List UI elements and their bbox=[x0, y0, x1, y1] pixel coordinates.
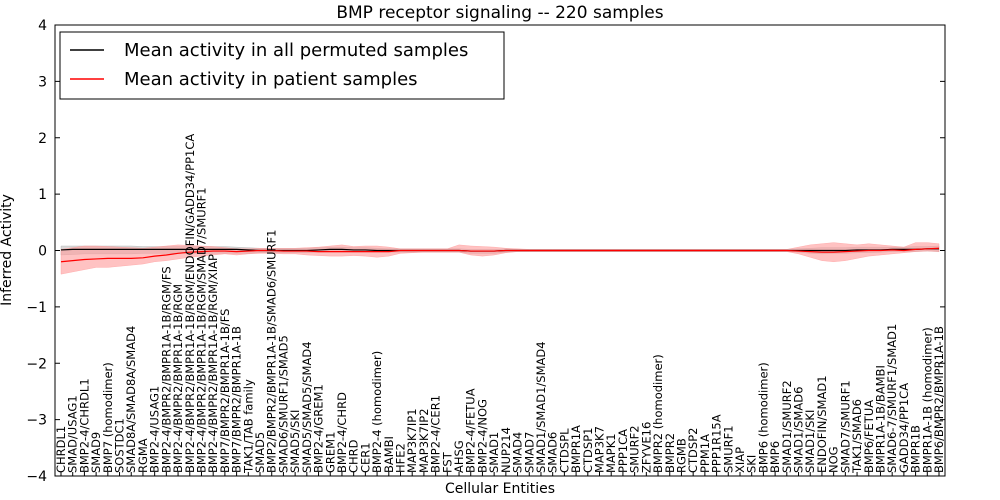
x-category-label: BMP2-4/NOG bbox=[475, 399, 489, 473]
x-category-label: BMP2-4/CHRDL1 bbox=[77, 378, 91, 473]
x-category-label: BMP7/BMPR2/BMPR1A-1B bbox=[230, 326, 244, 473]
legend-label-permuted: Mean activity in all permuted samples bbox=[124, 40, 468, 61]
y-axis-ticks: 4 3 2 1 0 −1 −2 −3 −4 bbox=[26, 18, 945, 485]
x-category-label: SMAD1/SMAD6 bbox=[792, 387, 806, 473]
x-category-label: AHSG bbox=[452, 440, 466, 473]
x-category-label: BMP6 bbox=[768, 441, 782, 473]
x-category-label: BMP2/BMPR2/BMPR1A-1B/SMAD6/SMURF1 bbox=[265, 230, 279, 473]
x-category-label: SMAD6/SMURF1/SMAD5 bbox=[276, 335, 290, 473]
x-category-label: BMP2-4/BMPR2/BMPR1A-1B/RGM/XIAP bbox=[206, 254, 220, 473]
x-category-label: SMAD1 bbox=[487, 432, 501, 473]
x-category-label: SMAD6 bbox=[546, 432, 560, 473]
x-category-label: BMP6 (homodimer) bbox=[756, 362, 770, 473]
y-tick-label: 3 bbox=[38, 74, 47, 90]
x-axis-label: Cellular Entities bbox=[445, 481, 555, 497]
x-category-label: SMAD1/SMAD1/SMAD4 bbox=[534, 341, 548, 473]
x-category-label: BMP2-4/BMPR2/BMPR1A-1B/RGM/FS bbox=[159, 266, 173, 473]
x-category-label: MAPK1 bbox=[604, 433, 618, 473]
x-category-label: BMP2-4/BMPR2/BMPR1A-1B/RGM/ENDOFIN/GADD3… bbox=[183, 134, 197, 473]
x-category-label: SMAD5 bbox=[253, 432, 267, 473]
x-category-label: SMAD8A/SMAD8A/SMAD4 bbox=[124, 326, 138, 473]
x-category-label: GADD34/PP1CA bbox=[897, 383, 911, 473]
x-category-label: BMPR1A-1B/BAMBI bbox=[873, 365, 887, 473]
y-tick-label: 1 bbox=[38, 187, 47, 203]
x-category-label: NOG bbox=[827, 446, 841, 473]
x-category-label: SMAD4 bbox=[511, 432, 525, 473]
series-lines bbox=[60, 247, 940, 263]
x-category-label: PPP1CA bbox=[616, 429, 630, 473]
x-category-label: MAP3K7 bbox=[593, 426, 607, 473]
plot-frame bbox=[54, 24, 946, 477]
x-category-label: BMP2-4 (homodimer) bbox=[370, 351, 384, 473]
x-category-label: CHRDL1 bbox=[54, 426, 68, 473]
x-category-label: CTDSP1 bbox=[581, 428, 595, 473]
x-category-label: SMAD7 bbox=[522, 432, 536, 473]
x-category-label: CHRD bbox=[347, 439, 361, 473]
y-tick-label: 0 bbox=[38, 244, 47, 260]
x-category-label: CER1 bbox=[358, 442, 372, 473]
y-tick-label: −2 bbox=[26, 356, 47, 372]
x-category-label: SMAD/USAG1 bbox=[66, 395, 80, 473]
x-category-label: BMPR1A-1B (homodimer) bbox=[920, 327, 934, 473]
x-category-label: BMP2-4/CHRD bbox=[335, 392, 349, 473]
x-category-label: BMP2-4/FETUA bbox=[464, 388, 478, 473]
x-category-label: XIAP bbox=[733, 447, 747, 473]
x-category-label: ENDOFIN/SMAD1 bbox=[815, 375, 829, 473]
x-category-label: SMURF2 bbox=[628, 425, 642, 473]
x-category-label: BMP2-4/GREM1 bbox=[312, 384, 326, 473]
x-category-label: SMAD7/SMURF1 bbox=[838, 380, 852, 473]
x-category-label: SOSTDC1 bbox=[113, 418, 127, 473]
x-category-label: SMAD5/SKI bbox=[288, 410, 302, 473]
x-category-label: SMAD1/SKI bbox=[803, 410, 817, 473]
x-category-label: BMPR2 bbox=[663, 433, 677, 473]
x-category-label: MAP3K7IP1 bbox=[405, 408, 419, 473]
y-tick-label: −4 bbox=[26, 469, 47, 485]
x-category-label: PPP1R15A bbox=[710, 414, 724, 473]
x-category-label: ZFYVE16 bbox=[639, 422, 653, 473]
x-category-label: BMP2-4/CER1 bbox=[429, 395, 443, 473]
x-category-label: BMP2-4/BMPR2/BMPR1A-1B/RGM/SMAD7/SMURF1 bbox=[194, 187, 208, 473]
x-category-label: SMAD1/SMURF2 bbox=[780, 380, 794, 473]
x-category-label: BMP2-4/USAG1 bbox=[148, 386, 162, 473]
legend: Mean activity in all permuted samples Me… bbox=[59, 31, 505, 100]
x-category-label: TAK1/SMAD6 bbox=[850, 399, 864, 474]
x-category-label: PPM1A bbox=[698, 434, 712, 473]
x-category-label: SMURF1 bbox=[721, 425, 735, 473]
y-tick-label: −3 bbox=[26, 413, 47, 429]
x-category-label: GREM1 bbox=[323, 432, 337, 473]
x-category-label: CTDSP2 bbox=[686, 428, 700, 473]
x-category-label: BMP7 (homodimer) bbox=[101, 362, 115, 473]
x-category-label: BMPR1A bbox=[569, 425, 583, 473]
x-category-label: HFE2 bbox=[393, 443, 407, 473]
x-category-label: SMAD6-7/SMURF1/SMAD1 bbox=[885, 324, 899, 473]
chart-title: BMP receptor signaling -- 220 samples bbox=[336, 3, 663, 23]
x-category-label: BMP6/FETUA bbox=[862, 400, 876, 473]
x-category-label: CTDSPL bbox=[557, 428, 571, 473]
x-category-label: BMP2-4/BMPR2/BMPR1A-1B/RGM bbox=[171, 284, 185, 473]
line-series-1 bbox=[60, 247, 940, 263]
x-category-label: BMPR1B bbox=[909, 425, 923, 473]
x-category-label: MAP3K7IP2 bbox=[417, 408, 431, 473]
legend-label-patient: Mean activity in patient samples bbox=[124, 69, 418, 90]
legend-box bbox=[59, 31, 505, 100]
y-tick-label: −1 bbox=[26, 300, 47, 316]
y-tick-label: 2 bbox=[38, 131, 47, 147]
x-category-label: NUP214 bbox=[499, 427, 513, 473]
x-category-label: BMP7/BMPR2/BMPR1A-1B/FS bbox=[218, 309, 232, 473]
y-tick-label: 4 bbox=[38, 18, 47, 34]
x-category-label: SMAD9 bbox=[89, 432, 103, 473]
x-category-label: SKI bbox=[745, 455, 759, 473]
x-category-label: TAK1/TAB family bbox=[241, 379, 255, 474]
x-category-label: BMP6/BMPR2/BMPR1A-1B bbox=[932, 326, 946, 473]
x-category-label: RGMB bbox=[674, 438, 688, 473]
x-category-label: RGMA bbox=[136, 438, 150, 473]
x-category-label: FST bbox=[440, 451, 454, 473]
y-axis-label: Inferred Activity bbox=[0, 194, 15, 306]
x-category-label: BMPR2 (homodimer) bbox=[651, 354, 665, 473]
x-category-label: BAMBI bbox=[382, 436, 396, 473]
x-category-label: SMAD5/SMAD5/SMAD4 bbox=[300, 341, 314, 473]
